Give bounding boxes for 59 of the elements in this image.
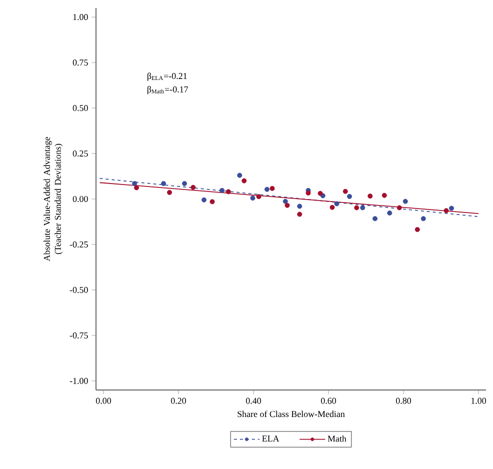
y-tick-label: -0.75 xyxy=(70,332,88,338)
y-tick-label: 0.75 xyxy=(72,60,88,66)
point xyxy=(167,190,172,195)
point xyxy=(297,212,302,217)
y-tick-label: 1.00 xyxy=(73,14,88,20)
y-axis-title: Absolute Value-Added Advantage (Teacher Standard Deviations) xyxy=(44,137,63,262)
point xyxy=(347,194,352,199)
point xyxy=(396,205,402,210)
annotation: β$_{Math}$=-0.17 xyxy=(147,86,188,94)
x-tick-label: 1.00 xyxy=(471,398,486,404)
point xyxy=(334,201,340,206)
point xyxy=(264,186,270,192)
y-tick-label: 0.50 xyxy=(72,104,88,112)
point xyxy=(354,205,360,210)
point xyxy=(372,216,378,222)
point xyxy=(237,172,242,178)
point xyxy=(134,185,139,190)
annotation: β$_{ELA}$=-0.21 xyxy=(147,72,187,81)
point xyxy=(360,205,366,210)
x-tick-label: 0.00 xyxy=(96,398,112,404)
point xyxy=(297,204,302,209)
point xyxy=(420,216,426,222)
point xyxy=(444,208,449,214)
x-tick-label: 0.40 xyxy=(246,398,262,404)
x-axis-title: Share of Class Below-Median xyxy=(238,410,345,418)
point xyxy=(414,227,420,232)
point xyxy=(368,194,373,199)
point xyxy=(182,181,187,186)
point xyxy=(382,192,387,198)
point xyxy=(306,190,311,196)
point xyxy=(226,189,231,194)
y-tick-label: -0.25 xyxy=(70,241,88,248)
x-tick-label: 0.80 xyxy=(396,398,412,404)
y-tick-label: 0.25 xyxy=(72,150,88,157)
point xyxy=(220,188,224,193)
point xyxy=(250,196,256,201)
point xyxy=(449,206,454,211)
point xyxy=(284,202,290,208)
legend-label: Math xyxy=(328,435,346,442)
x-tick-label: 0.60 xyxy=(321,398,336,404)
point xyxy=(342,188,348,194)
point xyxy=(242,178,247,184)
y-tick-label: -1.00 xyxy=(70,378,88,384)
x-tick-label: 0.20 xyxy=(171,398,186,404)
point xyxy=(387,210,392,216)
point xyxy=(190,184,196,190)
point xyxy=(210,199,215,204)
y-tick-label: 0.00 xyxy=(72,196,88,202)
point xyxy=(318,190,323,196)
y-tick-label: -0.50 xyxy=(70,286,88,293)
point xyxy=(132,181,138,186)
point xyxy=(282,198,288,204)
point xyxy=(202,197,206,202)
point xyxy=(161,181,166,186)
legend-label: ELA xyxy=(262,436,280,442)
point xyxy=(270,186,275,191)
point xyxy=(402,198,408,204)
point xyxy=(330,204,335,210)
point xyxy=(256,194,262,200)
